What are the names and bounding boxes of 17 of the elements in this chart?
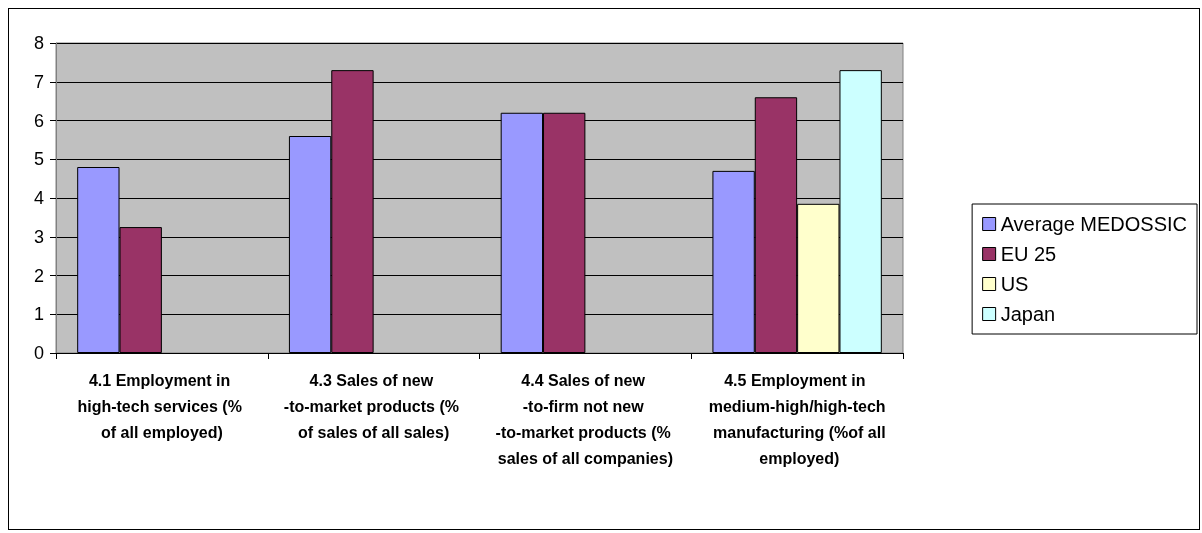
x-tick-label: 4.5 Employment in medium-high/high-tech manufacturing (%of all employed) xyxy=(708,371,886,467)
y-tick-label: 3 xyxy=(33,226,44,247)
y-tick-label: 5 xyxy=(33,149,44,170)
y-tick-label: 2 xyxy=(33,265,44,286)
legend-label: Average MEDOSSIC xyxy=(1000,213,1188,235)
x-tick-label: 4.4 Sales of new -to-firm not new -to-market products (% sales of all companies) xyxy=(495,371,676,467)
legend-label: US xyxy=(1000,273,1029,295)
x-tick-label: 4.3 Sales of new -to-market products (% of sales of all sales) xyxy=(283,371,464,441)
y-tick-label: 0 xyxy=(33,343,44,363)
y-tick-label: 8 xyxy=(33,33,44,53)
y-tick-label: 7 xyxy=(33,71,44,92)
legend-label: EU 25 xyxy=(1000,243,1057,265)
y-tick-label: 4 xyxy=(33,188,44,208)
legend-label: Japan xyxy=(1000,303,1056,325)
x-tick-label: 4.1 Employment in high-tech services (% of all employed) xyxy=(77,371,247,441)
y-tick-label: 1 xyxy=(33,304,44,325)
y-tick-label: 6 xyxy=(33,110,44,131)
